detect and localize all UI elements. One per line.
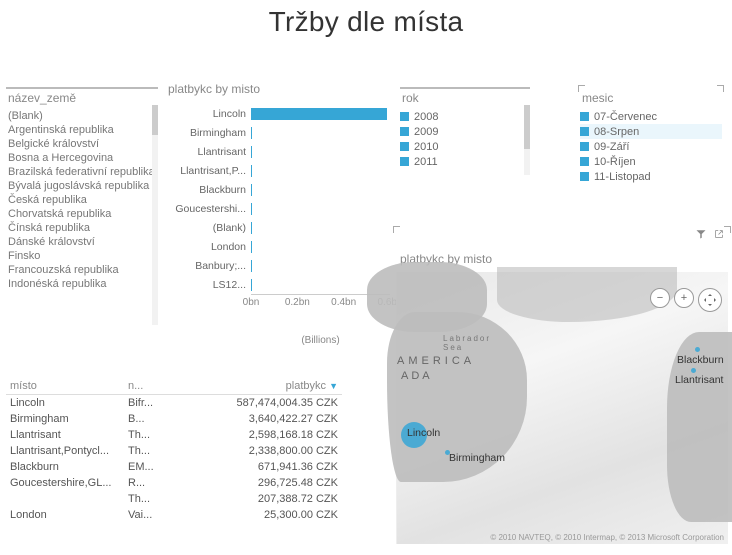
year-scrollbar[interactable] bbox=[524, 105, 530, 175]
map-copyright: © 2010 NAVTEQ, © 2010 Intermap, © 2013 M… bbox=[490, 533, 724, 542]
bar-row[interactable]: London bbox=[166, 237, 390, 256]
year-item[interactable]: 2009 bbox=[400, 124, 530, 139]
country-item[interactable]: Brazilská federativní republika bbox=[6, 165, 158, 179]
pan-button[interactable] bbox=[698, 288, 722, 312]
table-row[interactable]: LincolnBifr...587,474,004.35 CZK bbox=[6, 395, 342, 412]
country-item[interactable]: Dánské království bbox=[6, 235, 158, 249]
bar-row[interactable]: Banbury;... bbox=[166, 256, 390, 275]
country-item[interactable]: Belgické království bbox=[6, 137, 158, 151]
bubble-blackburn[interactable] bbox=[695, 347, 700, 352]
table-row[interactable]: Th...207,388.72 CZK bbox=[6, 491, 342, 507]
table-row[interactable]: LondonVai...25,300.00 CZK bbox=[6, 507, 342, 523]
bar-chart[interactable]: LincolnBirminghamLlantrisantLlantrisant,… bbox=[166, 104, 390, 346]
zoom-in-button[interactable]: + bbox=[674, 288, 694, 308]
table-row[interactable]: BlackburnEM...671,941.36 CZK bbox=[6, 459, 342, 475]
year-slicer: rok 2008200920102011 bbox=[400, 87, 530, 169]
country-scrollbar[interactable] bbox=[152, 105, 158, 325]
filter-icon[interactable] bbox=[695, 228, 707, 240]
bar-row[interactable]: Llantrisant,P... bbox=[166, 161, 390, 180]
bar-row[interactable]: Blackburn bbox=[166, 180, 390, 199]
table-row[interactable]: Goucestershire,GL...R...296,725.48 CZK bbox=[6, 475, 342, 491]
slicer-header-month: mesic bbox=[580, 87, 722, 109]
map-visual[interactable]: LabradorSea AMERICA ADA Lincoln Birmingh… bbox=[396, 272, 728, 544]
country-item[interactable]: Argentinská republika bbox=[6, 123, 158, 137]
country-slicer: název_země (Blank)Argentinská republikaB… bbox=[6, 87, 158, 325]
bar-row[interactable]: Llantrisant bbox=[166, 142, 390, 161]
country-item[interactable]: Čínská republika bbox=[6, 221, 158, 235]
month-item[interactable]: 09-Září bbox=[580, 139, 722, 154]
col-misto[interactable]: místo bbox=[6, 378, 124, 395]
country-item[interactable]: Chorvatská republika bbox=[6, 207, 158, 221]
axis-title: (Billions) bbox=[251, 335, 390, 346]
country-item[interactable]: Česká republika bbox=[6, 193, 158, 207]
bar-row[interactable]: LS12... bbox=[166, 275, 390, 294]
country-item[interactable]: Bosna a Hercegovina bbox=[6, 151, 158, 165]
bar-row[interactable]: Birmingham bbox=[166, 123, 390, 142]
bar-row[interactable]: Lincoln bbox=[166, 104, 390, 123]
country-item[interactable]: (Blank) bbox=[6, 109, 158, 123]
table-row[interactable]: BirminghamB...3,640,422.27 CZK bbox=[6, 411, 342, 427]
bar-row[interactable]: (Blank) bbox=[166, 218, 390, 237]
popout-icon[interactable] bbox=[713, 228, 725, 240]
country-item[interactable]: Francouzská republika bbox=[6, 263, 158, 277]
year-item[interactable]: 2011 bbox=[400, 154, 530, 169]
chart-title: platbykc by misto bbox=[168, 82, 260, 96]
month-item[interactable]: 10-Říjen bbox=[580, 154, 722, 169]
data-table: místo n... platbykc ▼ LincolnBifr...587,… bbox=[6, 378, 342, 523]
country-item[interactable]: Finsko bbox=[6, 249, 158, 263]
slicer-header-year: rok bbox=[400, 87, 530, 109]
year-item[interactable]: 2008 bbox=[400, 109, 530, 124]
bubble-llantrisant[interactable] bbox=[691, 368, 696, 373]
bar-row[interactable]: Goucestershi... bbox=[166, 199, 390, 218]
table-row[interactable]: LlantrisantTh...2,598,168.18 CZK bbox=[6, 427, 342, 443]
page-title: Tržby dle místa bbox=[0, 0, 732, 40]
month-slicer: mesic 07-Červenec08-Srpen09-Září10-Říjen… bbox=[580, 87, 722, 184]
country-item[interactable]: Bývalá jugoslávská republika bbox=[6, 179, 158, 193]
zoom-out-button[interactable]: − bbox=[650, 288, 670, 308]
month-item[interactable]: 08-Srpen bbox=[580, 124, 722, 139]
year-item[interactable]: 2010 bbox=[400, 139, 530, 154]
slicer-header-country: název_země bbox=[6, 87, 158, 109]
col-platbykc[interactable]: platbykc ▼ bbox=[164, 378, 342, 395]
country-item[interactable]: Indonéská republika bbox=[6, 277, 158, 291]
col-n[interactable]: n... bbox=[124, 378, 164, 395]
table-row[interactable]: Llantrisant,Pontycl...Th...2,338,800.00 … bbox=[6, 443, 342, 459]
month-item[interactable]: 11-Listopad bbox=[580, 169, 722, 184]
map-toolbar bbox=[395, 228, 729, 246]
month-item[interactable]: 07-Červenec bbox=[580, 109, 722, 124]
